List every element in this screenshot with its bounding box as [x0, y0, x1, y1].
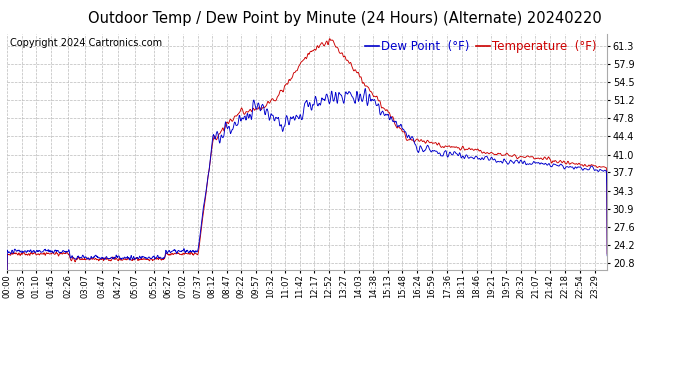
Legend: Dew Point  (°F), Temperature  (°F): Dew Point (°F), Temperature (°F)	[360, 35, 601, 57]
Text: Outdoor Temp / Dew Point by Minute (24 Hours) (Alternate) 20240220: Outdoor Temp / Dew Point by Minute (24 H…	[88, 11, 602, 26]
Text: Copyright 2024 Cartronics.com: Copyright 2024 Cartronics.com	[10, 39, 162, 48]
